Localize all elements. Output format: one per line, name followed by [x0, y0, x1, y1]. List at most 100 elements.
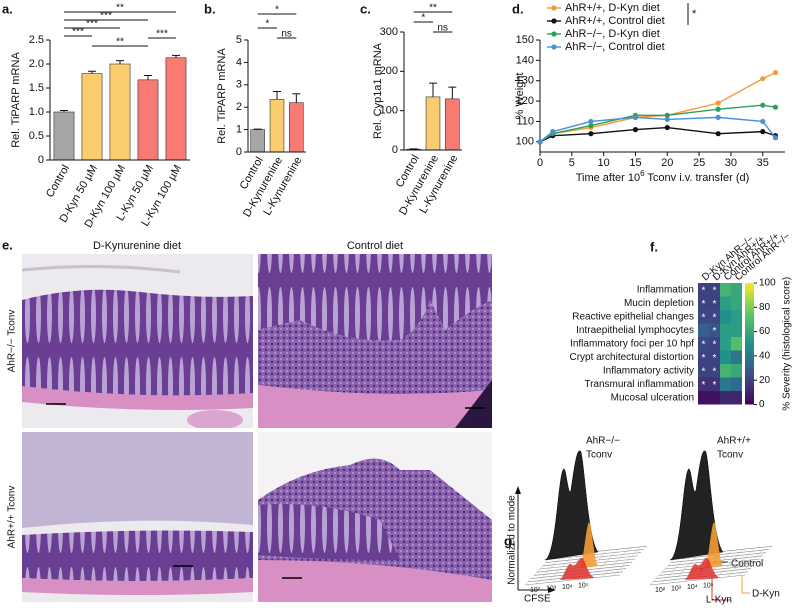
y-axis-label: Rel. Cyp1a1 mRNA — [372, 42, 384, 139]
legend-marker — [551, 18, 557, 24]
row-label: Intraepithelial lymphocytes — [576, 325, 694, 336]
heatmap-cell — [731, 296, 742, 310]
colorbar-tick-label: 80 — [759, 302, 771, 313]
legend-marker — [551, 31, 557, 37]
ridge-line — [649, 555, 678, 586]
x-tick-label: Control — [44, 163, 72, 200]
heatmap-cell — [731, 391, 742, 405]
colorbar-label: % Severity (histological score) — [782, 277, 793, 411]
micrograph — [258, 432, 492, 602]
data-point — [632, 114, 639, 120]
cell-star: * — [713, 340, 717, 351]
cell-star: * — [713, 353, 717, 364]
cell-star: * — [702, 380, 706, 391]
error-bar — [429, 82, 437, 97]
y-tick-label: 0 — [236, 146, 242, 158]
y-axis-label: % Weight — [514, 73, 526, 120]
y-tick-label: 0 — [392, 144, 398, 156]
heatmap-cell — [698, 296, 709, 310]
y-tick-label: 130 — [516, 75, 534, 87]
data-point — [760, 118, 766, 125]
data-point — [772, 104, 779, 110]
heatmap-cell — [731, 323, 742, 337]
bar — [269, 99, 285, 153]
ridge-line — [660, 554, 689, 585]
heatmap-cell — [698, 391, 709, 405]
sig-label: ** — [116, 37, 124, 48]
heatmap-cell — [709, 391, 720, 405]
cell-star: * — [702, 286, 706, 297]
panel-label: g. — [504, 533, 516, 548]
error-bar — [292, 93, 301, 103]
ridge-line — [671, 553, 700, 583]
series-line — [539, 104, 776, 143]
x-tick-label: 5 — [569, 157, 575, 169]
error-bar — [88, 70, 96, 74]
sig-label: *** — [156, 29, 168, 40]
histogram-peak — [580, 522, 598, 568]
y-tick-label: 2.0 — [29, 58, 44, 70]
error-bar — [60, 110, 68, 112]
heatmap-cell — [720, 337, 731, 351]
cell-star: * — [702, 353, 706, 364]
y-tick-label: 150 — [516, 34, 534, 46]
sig-label: * — [421, 13, 425, 24]
column-title: Control diet — [347, 240, 403, 252]
row-label: Inflammatory foci per 10 hpf — [570, 338, 694, 349]
y-tick-label: 100 — [380, 105, 398, 117]
x-tick-label: 25 — [693, 157, 705, 169]
sig-label: *** — [100, 11, 112, 22]
heatmap-cell — [698, 283, 709, 297]
cell-star: * — [713, 326, 717, 337]
axis-label: CFSE — [524, 594, 551, 605]
data-point — [537, 139, 543, 145]
x-tick-label: 10³ — [671, 585, 682, 592]
plot-title: AhR−/− — [586, 436, 620, 447]
error-bar — [448, 86, 457, 99]
plot-title: Tconv — [717, 450, 743, 461]
sig-label: * — [275, 5, 279, 16]
heatmap-cell — [698, 323, 709, 337]
colorbar — [745, 283, 754, 405]
micrograph — [22, 432, 253, 602]
heatmap-cell — [731, 377, 742, 391]
arrow-head — [548, 587, 556, 593]
row-label: Reactive epithelial changes — [572, 311, 694, 322]
bar — [425, 96, 441, 151]
ridge-line — [601, 548, 630, 578]
heatmap-cell — [720, 323, 731, 337]
legend-label: Control — [731, 559, 763, 570]
colorbar-tick-label: 0 — [759, 399, 765, 410]
heatmap-cell — [720, 350, 731, 364]
colorbar-tick-label: 100 — [759, 278, 776, 289]
ridge-line — [737, 547, 766, 577]
x-tick-label: 10⁵ — [578, 582, 589, 589]
bar — [53, 111, 75, 161]
bar — [165, 57, 187, 161]
bar — [445, 98, 460, 151]
y-axis-label: Rel. TiPARP mRNA — [10, 52, 22, 148]
x-tick-label: 10³ — [546, 585, 557, 592]
series-line — [539, 126, 776, 143]
row-label: Mucin depletion — [624, 298, 694, 309]
legend-label: L-Kyn — [706, 595, 732, 606]
colorbar-tick-label: 20 — [759, 375, 771, 386]
micrograph — [258, 254, 492, 428]
histogram-peak — [560, 557, 595, 580]
y-tick-label: 0 — [38, 154, 44, 166]
flow-panel: AhR−/− Tconv AhR+/+ Tconv Normalized to … — [507, 436, 780, 606]
heatmap-cell — [720, 310, 731, 324]
legend-marker — [551, 5, 557, 11]
panel-label: b. — [204, 1, 216, 16]
panel-label: a. — [2, 1, 13, 16]
ridge-line — [524, 574, 621, 586]
legend-label: AhR+/+, Control diet — [565, 15, 665, 27]
heatmap-cell — [709, 310, 720, 324]
heatmap-cell — [731, 364, 742, 378]
row-title: AhR−/− Tconv — [7, 310, 18, 373]
data-point — [772, 69, 779, 76]
heatmap-cell — [698, 350, 709, 364]
sig-label: * — [265, 19, 269, 30]
ridge-line — [673, 549, 770, 560]
histology-panel: D-Kynurenine diet Control diet AhR−/− Tc… — [7, 240, 492, 602]
